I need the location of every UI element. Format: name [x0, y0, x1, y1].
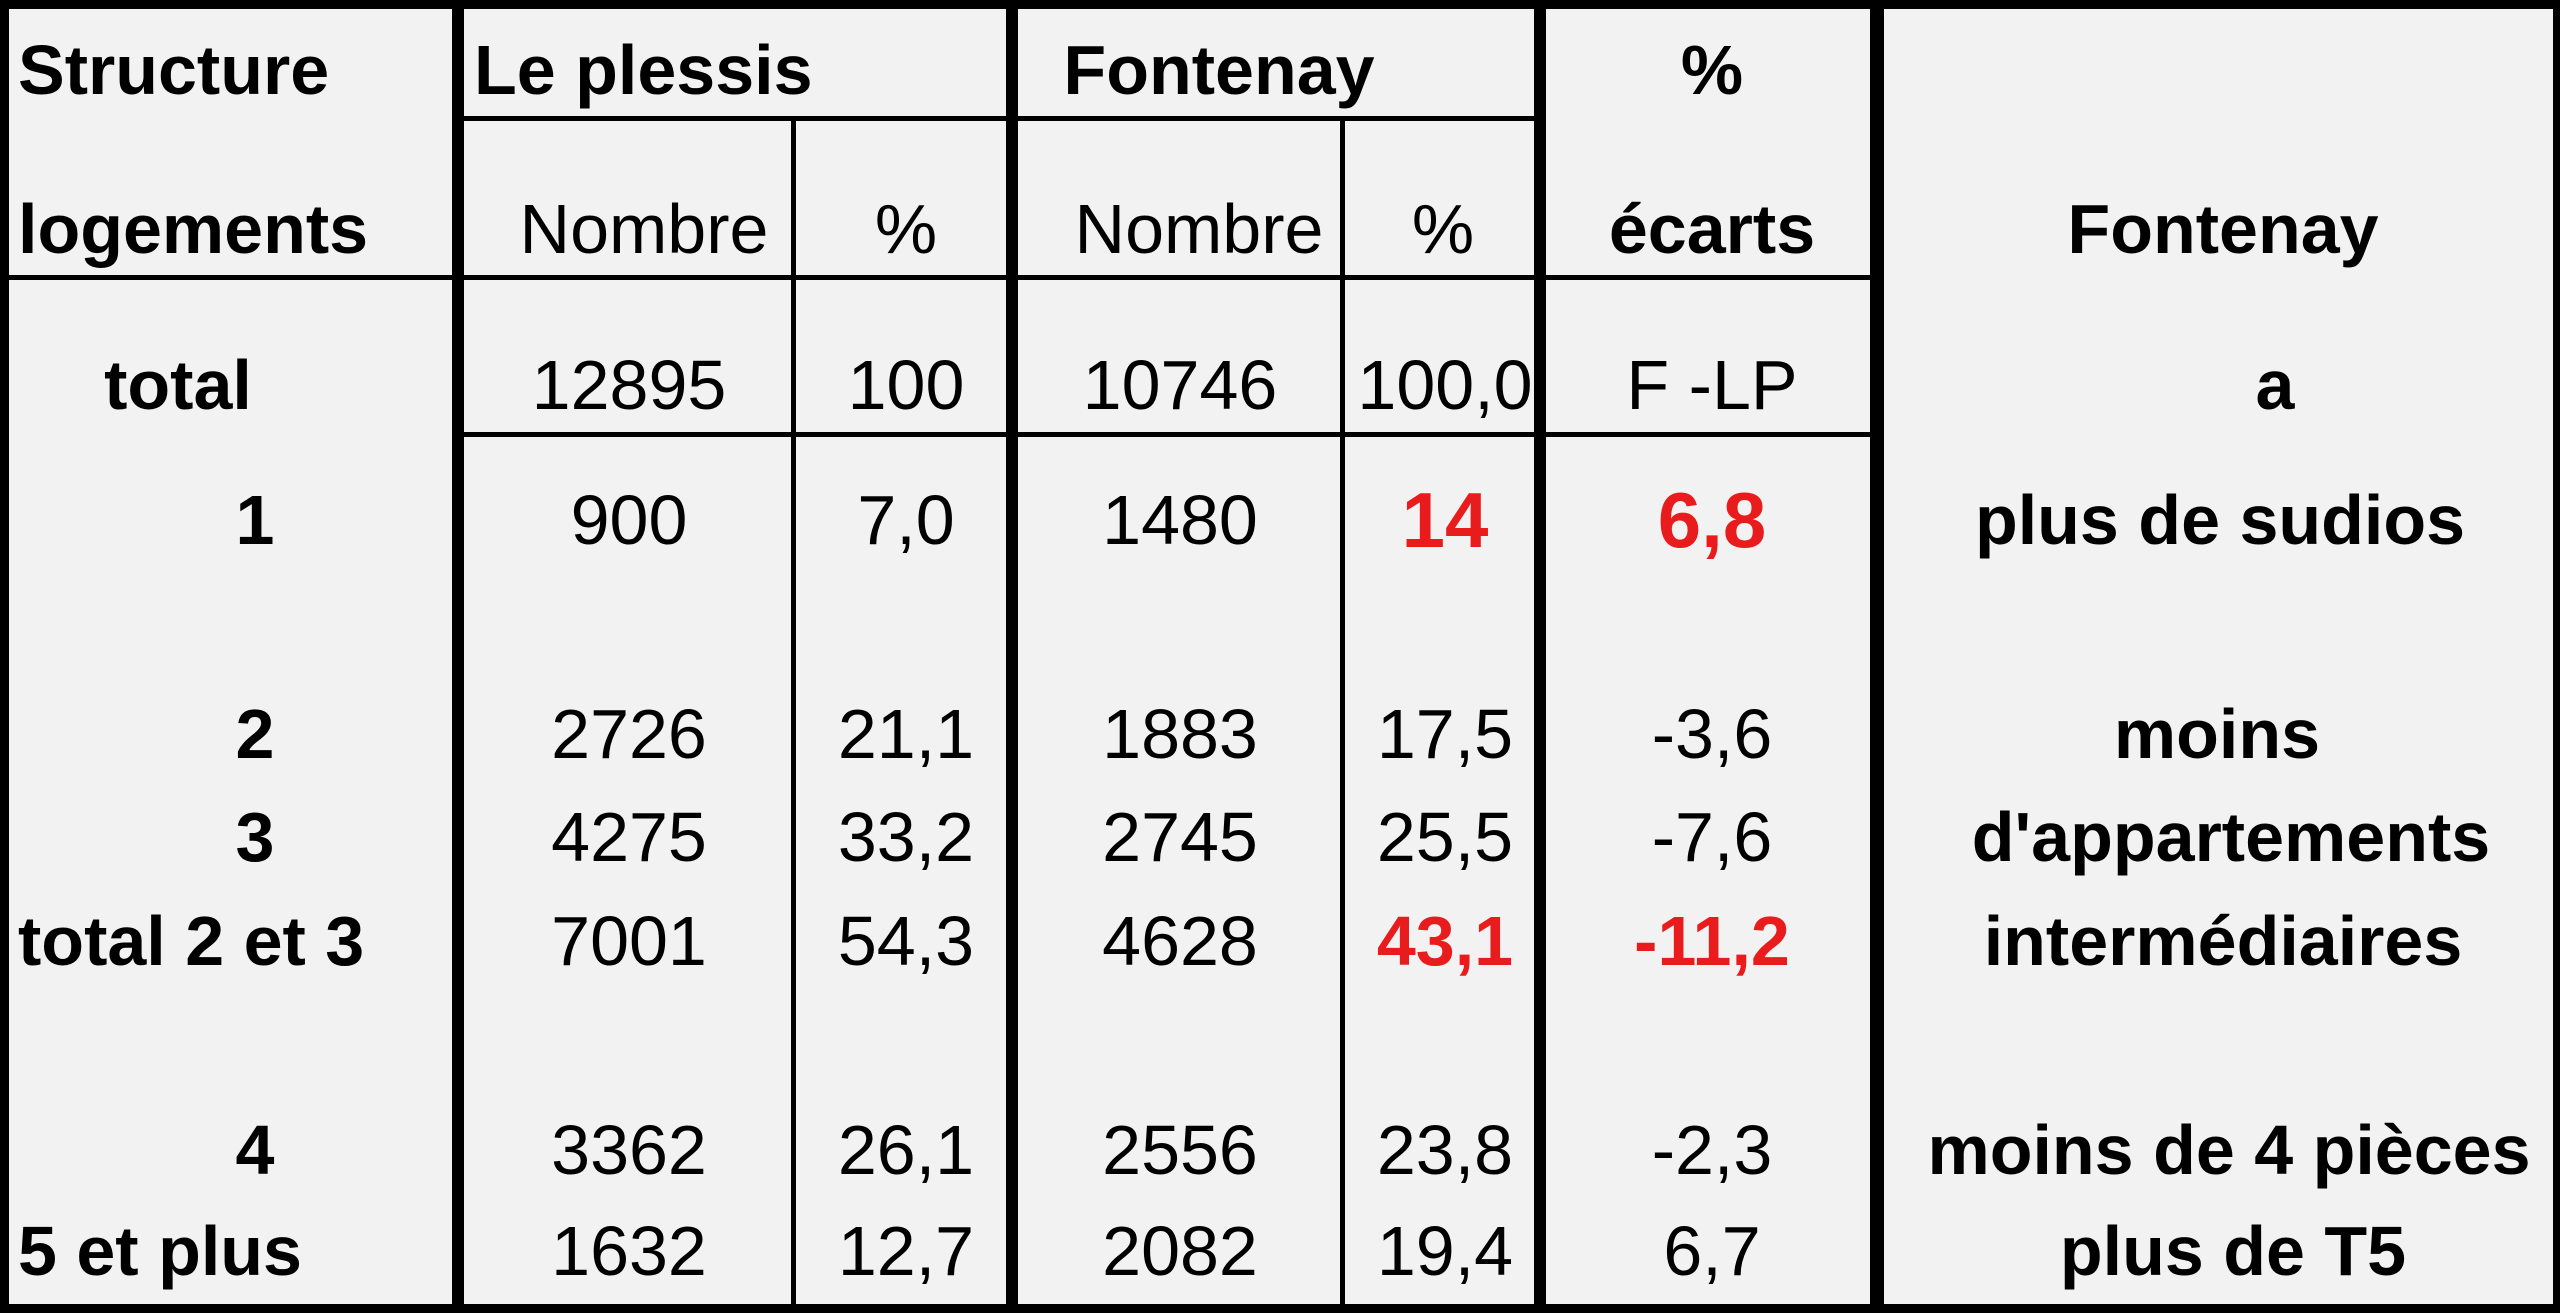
- column-divider: [1534, 0, 1546, 1313]
- column-divider: [1340, 118, 1345, 1313]
- table-border-bottom: [0, 1304, 2560, 1313]
- cell-lp-nombre: 1632: [551, 1212, 707, 1290]
- header-f-pct: %: [1411, 190, 1475, 268]
- total-f-pct: 100,0: [1357, 346, 1533, 424]
- header-comment-fontenay: Fontenay: [2067, 190, 2379, 268]
- comment-a: a: [2255, 346, 2295, 424]
- cell-lp-nombre: 900: [570, 481, 688, 559]
- cell-ecart-highlight: -11,2: [1634, 902, 1790, 980]
- header-fontenay: Fontenay: [1063, 31, 1375, 109]
- cell-lp-nombre: 4275: [551, 798, 707, 876]
- cell-lp-nombre: 2726: [551, 695, 707, 773]
- table-border-left: [0, 0, 9, 1313]
- cell-lp-pct: 7,0: [857, 481, 955, 559]
- header-structure: Structure: [18, 31, 330, 109]
- table-border-top: [0, 0, 2560, 9]
- cell-f-nombre: 4628: [1102, 902, 1258, 980]
- header-lp-nombre: Nombre: [519, 190, 769, 268]
- header-lp-pct: %: [874, 190, 938, 268]
- cell-f-pct: 19,4: [1376, 1212, 1514, 1290]
- row-label: 3: [235, 798, 275, 876]
- table-border-right: [2553, 0, 2560, 1313]
- cell-ecart: -3,6: [1651, 695, 1773, 773]
- comment-studios: plus de sudios: [1974, 481, 2466, 559]
- cell-f-pct: 23,8: [1376, 1111, 1514, 1189]
- header-ecarts: écarts: [1608, 190, 1816, 268]
- header-subdivider: [1018, 116, 1534, 121]
- header-f-nombre: Nombre: [1074, 190, 1324, 268]
- row-label: 2: [235, 695, 275, 773]
- cell-ecart: -7,6: [1651, 798, 1773, 876]
- column-divider: [1870, 0, 1884, 1313]
- cell-f-nombre: 1883: [1102, 695, 1258, 773]
- comment-moins-4-pieces: moins de 4 pièces: [1927, 1111, 2531, 1189]
- cell-lp-nombre: 7001: [551, 902, 707, 980]
- cell-f-pct: 25,5: [1376, 798, 1514, 876]
- row-label: 4: [235, 1111, 275, 1189]
- comment-plus-t5: plus de T5: [2059, 1212, 2407, 1290]
- comment-moins: moins: [2113, 695, 2321, 773]
- total-lp-nombre: 12895: [531, 346, 727, 424]
- column-divider: [791, 118, 796, 1313]
- total-row-label: total: [104, 346, 252, 424]
- total-ecart: F -LP: [1626, 346, 1798, 424]
- cell-f-pct-highlight: 43,1: [1376, 902, 1514, 980]
- cell-lp-pct: 12,7: [837, 1212, 975, 1290]
- cell-ecart: 6,7: [1663, 1212, 1761, 1290]
- cell-ecart-highlight: 6,8: [1657, 476, 1767, 564]
- total-lp-pct: 100: [847, 346, 965, 424]
- cell-f-nombre: 2556: [1102, 1111, 1258, 1189]
- row-label: 5 et plus: [18, 1212, 302, 1290]
- column-divider: [452, 0, 464, 1313]
- row-label: total 2 et 3: [18, 902, 365, 980]
- cell-lp-pct: 54,3: [837, 902, 975, 980]
- cell-lp-pct: 21,1: [837, 695, 975, 773]
- comment-intermediaires: intermédiaires: [1983, 902, 2463, 980]
- cell-f-pct: 17,5: [1376, 695, 1514, 773]
- cell-f-nombre: 2082: [1102, 1212, 1258, 1290]
- cell-f-nombre: 2745: [1102, 798, 1258, 876]
- column-divider: [1006, 0, 1018, 1313]
- header-le-plessis: Le plessis: [474, 31, 813, 109]
- cell-f-pct-highlight: 14: [1401, 476, 1489, 564]
- total-f-nombre: 10746: [1082, 346, 1278, 424]
- comment-appartements: d'appartements: [1971, 798, 2491, 876]
- cell-ecart: -2,3: [1651, 1111, 1773, 1189]
- header-logements: logements: [18, 190, 369, 268]
- header-subdivider: [464, 116, 1006, 121]
- header-bottom-line: [0, 275, 1870, 280]
- cell-lp-pct: 26,1: [837, 1111, 975, 1189]
- row-label: 1: [235, 481, 275, 559]
- cell-lp-pct: 33,2: [837, 798, 975, 876]
- cell-lp-nombre: 3362: [551, 1111, 707, 1189]
- total-row-bottom-line: [464, 432, 1870, 437]
- header-pct: %: [1680, 31, 1744, 109]
- cell-f-nombre: 1480: [1102, 481, 1258, 559]
